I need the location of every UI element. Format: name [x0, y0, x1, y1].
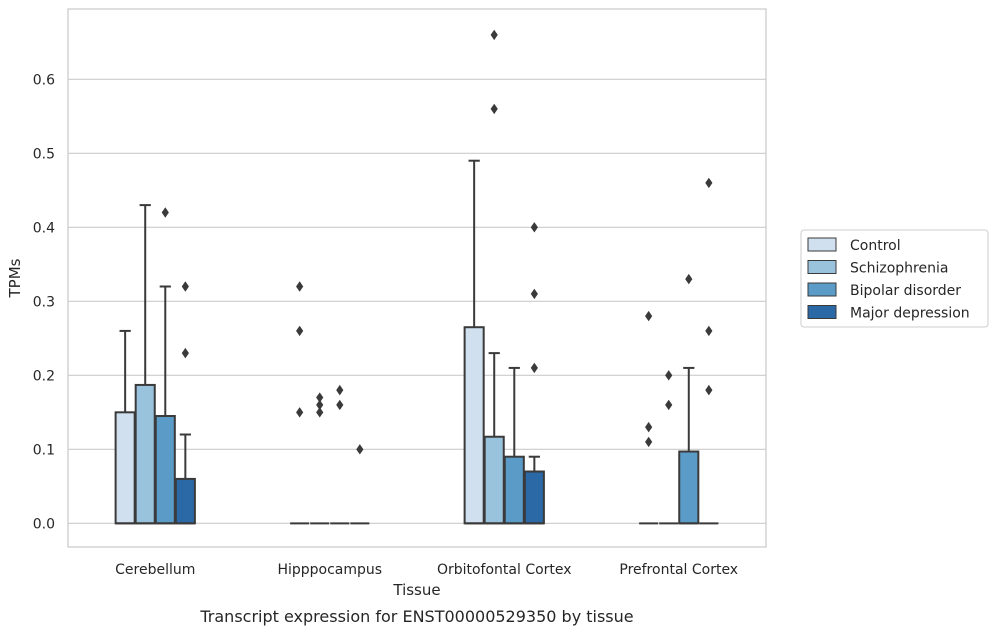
box-rect: [503, 455, 525, 525]
legend-swatch: [807, 282, 837, 297]
box-rect: [523, 470, 545, 525]
legend-label: Bipolar disorder: [850, 283, 961, 299]
outlier-point: [705, 325, 713, 337]
box-rect: [114, 411, 136, 525]
outlier-point: [645, 310, 653, 322]
outlier-point: [705, 384, 713, 396]
box-rect: [463, 326, 485, 525]
y-axis-label: TPMs: [6, 258, 24, 298]
x-tick-label: Hipppocampus: [277, 562, 382, 578]
y-tick-label: 0.2: [33, 368, 55, 384]
x-axis-ticks: Cerebellum Hipppocampus Orbitofontal Corte…: [115, 562, 738, 578]
x-tick-label: Prefrontal Cortex: [619, 562, 738, 578]
outlier-point: [296, 281, 304, 292]
outlier-point: [685, 273, 693, 285]
outlier-point: [316, 399, 324, 411]
y-tick-label: 0.0: [33, 516, 55, 532]
y-tick-label: 0.6: [33, 72, 55, 88]
x-tick-label: Orbitofontal Cortex: [437, 562, 572, 578]
legend-swatch: [807, 305, 837, 319]
legend-swatch: [807, 260, 837, 274]
outlier-point: [490, 29, 498, 41]
y-tick-label: 0.1: [33, 442, 55, 458]
outlier-point: [296, 407, 304, 418]
outlier-point: [665, 370, 673, 381]
outlier-point: [296, 325, 304, 337]
box-rect: [174, 477, 196, 525]
outlier-point: [316, 407, 324, 418]
chart-marks: [114, 29, 719, 525]
outlier-point: [316, 392, 324, 403]
legend-swatch: [807, 237, 837, 252]
legend-items: Control Schizophrenia Bipolar disorder Majo…: [807, 237, 970, 322]
y-axis-ticks: 0.0 0.1 0.2 0.3 0.4 0.5 0.6: [33, 72, 55, 532]
outlier-point: [181, 281, 189, 292]
y-tick-label: 0.4: [33, 220, 55, 236]
y-tick-label: 0.5: [33, 146, 55, 162]
box-rect: [483, 435, 505, 525]
outlier-point: [705, 177, 713, 189]
outlier-point: [356, 444, 364, 455]
outlier-point: [530, 362, 538, 374]
legend-label: Major depression: [850, 306, 970, 322]
y-tick-label: 0.3: [33, 294, 55, 310]
chart-title: Transcript expression for ENST0000052935…: [199, 607, 633, 626]
plot-frame: [67, 8, 767, 548]
box-rect: [678, 450, 700, 525]
grid-lines: [68, 78, 766, 524]
outlier-point: [530, 222, 538, 233]
legend-label: Control: [850, 238, 901, 254]
x-axis-label: Tissue: [392, 581, 440, 599]
box-rect: [154, 415, 176, 525]
legend-label: Schizophrenia: [850, 261, 948, 277]
legend: Control Schizophrenia Bipolar disorder Majo…: [800, 229, 989, 328]
outlier-point: [530, 288, 538, 300]
outlier-point: [161, 207, 169, 218]
box-rect: [134, 383, 156, 525]
outlier-point: [336, 399, 344, 411]
x-tick-label: Cerebellum: [115, 562, 195, 578]
outlier-point: [645, 421, 653, 433]
outlier-point: [336, 384, 344, 396]
outlier-point: [181, 347, 189, 359]
legend-frame: [800, 229, 989, 328]
outlier-point: [645, 436, 653, 448]
outlier-point: [490, 103, 498, 115]
outlier-point: [665, 399, 673, 411]
